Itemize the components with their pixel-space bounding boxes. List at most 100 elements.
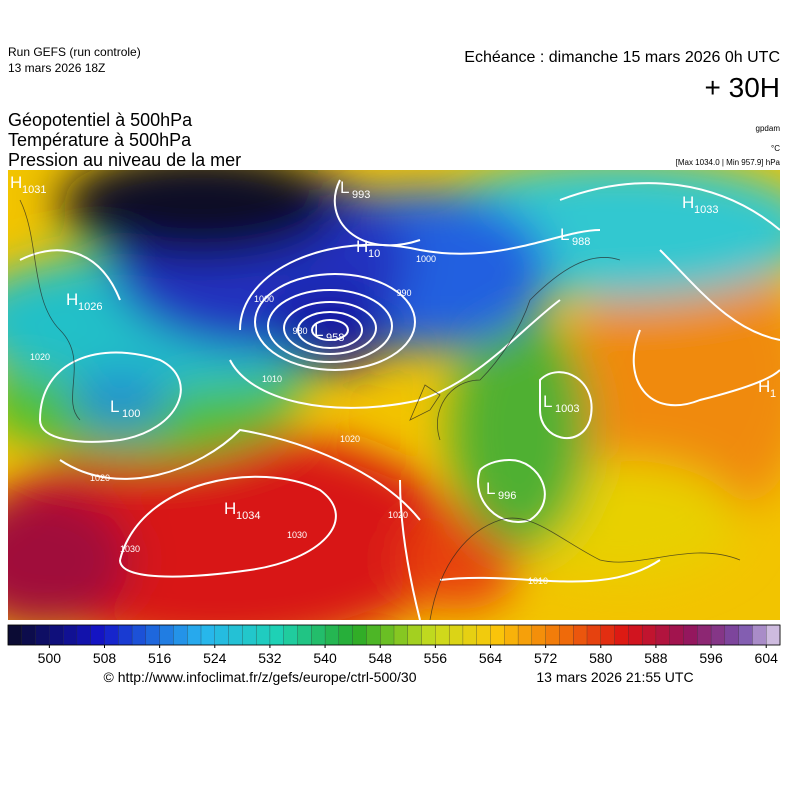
center-letter: H — [224, 499, 236, 518]
colorbar-frame — [7, 624, 781, 646]
colorbar-tick-label: 548 — [369, 650, 393, 666]
center-letter: H — [66, 290, 78, 309]
center-value: 1033 — [694, 204, 718, 216]
colorbar-swatch — [766, 624, 781, 646]
run-label: Run GEFS (run controle) — [8, 45, 141, 59]
isobar-label: 1020 — [340, 434, 360, 444]
isobar-label: 1020 — [90, 473, 110, 483]
colorbar-swatch — [104, 624, 119, 646]
valid-time: Echéance : dimanche 15 mars 2026 0h UTC — [464, 49, 780, 66]
center-letter: L — [110, 397, 119, 416]
center-letter: L — [340, 178, 349, 197]
source: © http://www.infoclimat.fr/z/gefs/europe… — [103, 669, 416, 685]
colorbar-swatch — [614, 624, 629, 646]
colorbar-swatch — [380, 624, 395, 646]
colorbar-swatch — [297, 624, 312, 646]
run-date: 13 mars 2026 18Z — [8, 61, 105, 75]
colorbar-swatch — [173, 624, 188, 646]
unit-label: [Max 1034.0 | Min 957.9] hPa — [676, 158, 781, 167]
isobar-labels: 1000 990 980 1010 1020 1020 1020 1030 1030 1000 10… — [30, 254, 548, 586]
center-value: 993 — [352, 189, 370, 201]
center-value: 1031 — [22, 184, 46, 196]
colorbar-swatch — [35, 624, 50, 646]
colorbar-swatch — [710, 624, 726, 646]
colorbar-swatch — [242, 624, 257, 646]
colorbar-swatch — [738, 624, 753, 646]
center-value: 988 — [572, 236, 590, 248]
colorbar-swatch — [752, 624, 767, 646]
colorbar-swatch — [448, 624, 464, 646]
colorbar-swatch — [255, 624, 271, 646]
center-value: 100 — [122, 408, 140, 420]
colorbar-swatch — [21, 624, 37, 646]
colorbar-swatch — [283, 624, 298, 646]
colorbar-swatch — [352, 624, 367, 646]
colorbar-swatch — [628, 624, 643, 646]
isobar-label: 1020 — [30, 352, 50, 362]
colorbar-swatch — [421, 624, 436, 646]
isobar-label: 1010 — [528, 576, 548, 586]
colorbar-swatch — [131, 624, 147, 646]
center-value: 1026 — [78, 301, 102, 313]
colorbar-swatch — [228, 624, 243, 646]
field-label: Pression au niveau de la mer — [8, 150, 241, 170]
colorbar-swatch — [559, 624, 574, 646]
colorbar-swatch — [669, 624, 684, 646]
unit-label: °C — [771, 144, 780, 153]
center-letter: H — [10, 173, 22, 192]
colorbar-swatch — [697, 624, 712, 646]
field-label: Température à 500hPa — [8, 130, 192, 150]
unit-label: gpdam — [756, 124, 781, 133]
map — [8, 170, 780, 620]
isobar-label: 1010 — [262, 374, 282, 384]
isobar-label: 1000 — [254, 294, 274, 304]
colorbar-swatch — [214, 624, 230, 646]
center-value: 1 — [770, 388, 776, 400]
colorbar-swatch — [7, 624, 23, 646]
center-value: 1034 — [236, 510, 260, 522]
colorbar-tick-label: 532 — [258, 650, 282, 666]
colorbar-swatch — [462, 624, 478, 646]
colorbar-swatch — [366, 624, 381, 646]
center-letter: H — [758, 377, 770, 396]
isobar-label: 1000 — [416, 254, 436, 264]
colorbar-swatch — [435, 624, 450, 646]
center-value: 1003 — [555, 403, 579, 415]
colorbar-tick-label: 508 — [93, 650, 117, 666]
generated-time: 13 mars 2026 21:55 UTC — [536, 669, 693, 685]
colorbar-swatch — [145, 624, 161, 646]
colorbar-swatch — [586, 624, 602, 646]
colorbar-swatch — [573, 624, 588, 646]
colorbar-swatch — [159, 624, 174, 646]
colorbar-tick-label: 556 — [424, 650, 448, 666]
center-value: 10 — [368, 248, 380, 260]
colorbar-tick-label: 580 — [589, 650, 613, 666]
colorbar-tick-label: 524 — [203, 650, 227, 666]
colorbar-tick-label: 540 — [313, 650, 337, 666]
colorbar-tick-label: 564 — [479, 650, 503, 666]
isobar-label: 1020 — [388, 510, 408, 520]
colorbar-tick-label: 572 — [534, 650, 558, 666]
colorbar-tick-label: 588 — [644, 650, 668, 666]
colorbar-swatch — [724, 624, 740, 646]
colorbar-swatch — [504, 624, 519, 646]
colorbar-swatch — [187, 624, 202, 646]
colorbar-swatch — [200, 624, 216, 646]
center-letter: H — [682, 193, 694, 212]
colorbar-swatch — [641, 624, 657, 646]
colorbar-swatch — [76, 624, 92, 646]
colorbar-swatch — [62, 624, 78, 646]
colorbar-swatch — [338, 624, 354, 646]
isobar-label: 1030 — [287, 530, 307, 540]
center-value: 958 — [326, 332, 344, 344]
center-letter: H — [356, 237, 368, 256]
colorbar-swatch — [517, 624, 533, 646]
field-label: Géopotentiel à 500hPa — [8, 110, 193, 130]
colorbar-swatch — [683, 624, 698, 646]
colorbar-swatch — [600, 624, 616, 646]
colorbar-tick-label: 516 — [148, 650, 172, 666]
colorbar-tick-label: 596 — [699, 650, 723, 666]
colorbar-swatch — [655, 624, 671, 646]
